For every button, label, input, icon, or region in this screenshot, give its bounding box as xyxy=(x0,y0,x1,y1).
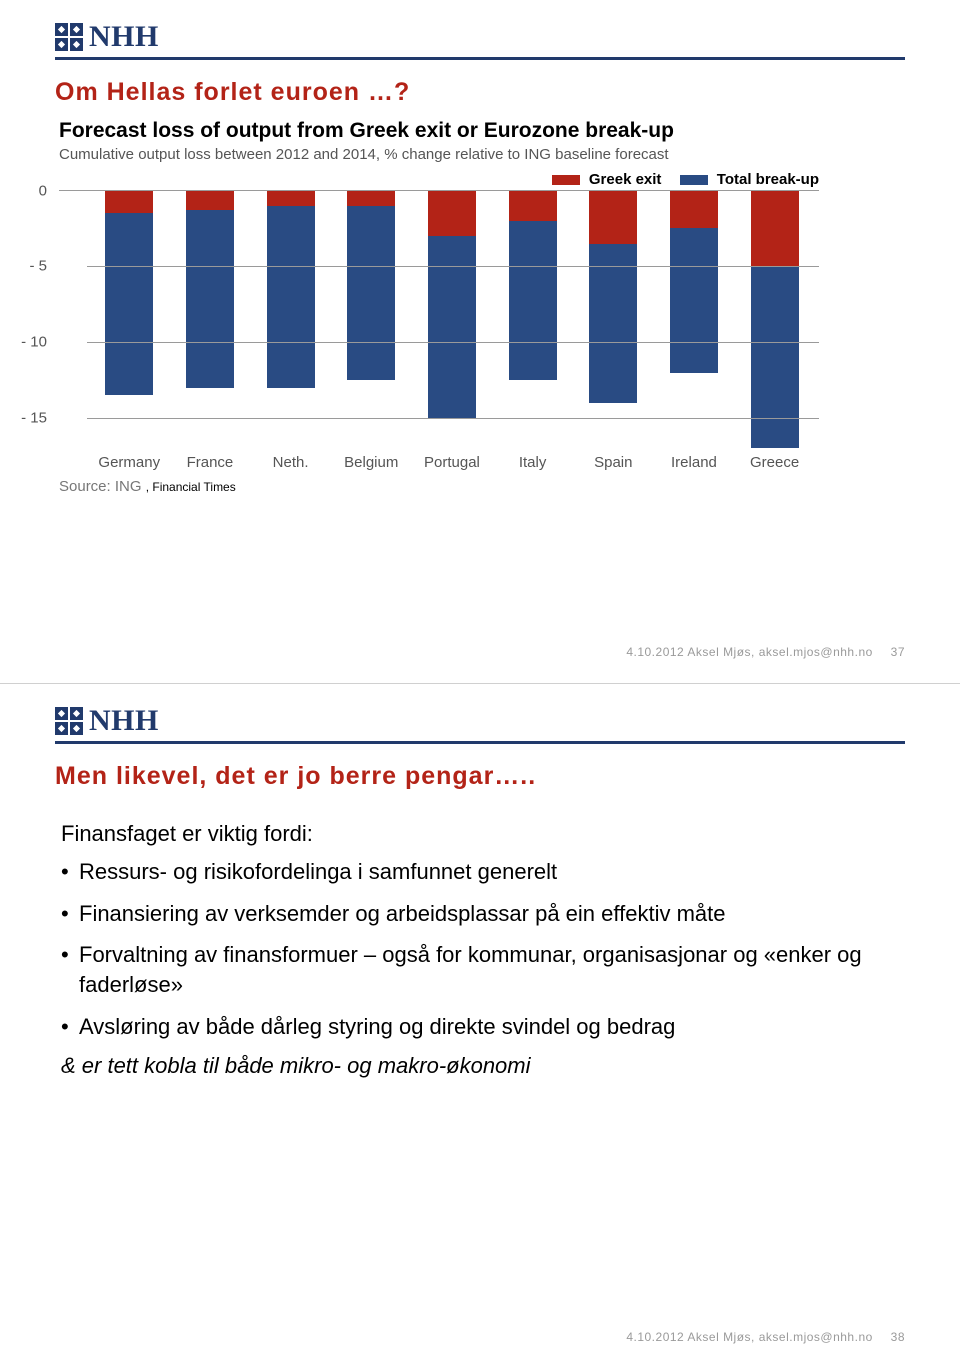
bar-column: Portugal xyxy=(416,191,489,448)
x-axis-label: Ireland xyxy=(671,454,717,471)
logo-text: NHH xyxy=(89,704,159,738)
logo-text: NHH xyxy=(89,20,159,54)
x-axis-label: Spain xyxy=(594,454,632,471)
ytick-label: - 10 xyxy=(21,334,47,351)
bar-segment-greek-exit xyxy=(105,191,153,214)
source-label: Source: ING xyxy=(59,478,142,495)
bar-stack xyxy=(186,191,234,388)
chart-bars: GermanyFranceNeth.BelgiumPortugalItalySp… xyxy=(93,191,811,448)
ytick-label: - 15 xyxy=(21,410,47,427)
ytick-label: 0 xyxy=(39,182,47,199)
bar-segment-total-breakup xyxy=(589,244,637,403)
ytick-label: - 5 xyxy=(29,258,47,275)
logo: NHH xyxy=(55,20,905,54)
gridline xyxy=(87,418,819,419)
chart: Forecast loss of output from Greek exit … xyxy=(59,119,819,495)
x-axis-label: France xyxy=(187,454,234,471)
gridline xyxy=(87,342,819,343)
chart-plot-area: GermanyFranceNeth.BelgiumPortugalItalySp… xyxy=(59,190,819,448)
legend-swatch-greek xyxy=(552,175,580,185)
bullet-item: Ressurs- og risikofordelinga i samfunnet… xyxy=(61,857,905,887)
slide-1: NHH Om Hellas forlet euroen …? Forecast … xyxy=(0,0,960,683)
slide-footer: 4.10.2012 Aksel Mjøs, aksel.mjos@nhh.no … xyxy=(626,1330,905,1344)
bar-segment-greek-exit xyxy=(670,191,718,229)
x-axis-label: Portugal xyxy=(424,454,480,471)
footer-text: 4.10.2012 Aksel Mjøs, aksel.mjos@nhh.no xyxy=(626,1330,872,1344)
logo: NHH xyxy=(55,704,905,738)
bar-stack xyxy=(751,191,799,449)
x-axis-label: Neth. xyxy=(273,454,309,471)
nhh-logo-icon xyxy=(55,707,83,735)
bar-stack xyxy=(428,191,476,419)
chart-legend: Greek exit Total break-up xyxy=(59,171,819,188)
bullet-item: Finansiering av verksemder og arbeidspla… xyxy=(61,899,905,929)
x-axis-label: Italy xyxy=(519,454,547,471)
bar-stack xyxy=(267,191,315,388)
bar-segment-greek-exit xyxy=(751,191,799,267)
footer-page: 38 xyxy=(891,1330,905,1344)
bullet-item: Forvaltning av finansformuer – også for … xyxy=(61,940,905,999)
bar-segment-total-breakup xyxy=(347,206,395,381)
nhh-logo-icon xyxy=(55,23,83,51)
source-extra: , Financial Times xyxy=(146,480,236,494)
bar-segment-total-breakup xyxy=(509,221,557,380)
bar-column: Greece xyxy=(738,191,811,448)
bullet-item: Avsløring av både dårleg styring og dire… xyxy=(61,1012,905,1042)
bar-segment-total-breakup xyxy=(670,228,718,372)
bar-segment-total-breakup xyxy=(267,206,315,388)
bar-segment-total-breakup xyxy=(751,266,799,448)
bar-column: Belgium xyxy=(335,191,408,448)
bar-segment-greek-exit xyxy=(509,191,557,221)
bar-segment-greek-exit xyxy=(347,191,395,206)
legend-label-total: Total break-up xyxy=(717,171,819,188)
gridline xyxy=(87,266,819,267)
bar-column: Italy xyxy=(496,191,569,448)
legend-label-greek: Greek exit xyxy=(589,171,662,188)
bar-column: Spain xyxy=(577,191,650,448)
x-axis-label: Belgium xyxy=(344,454,398,471)
bar-stack xyxy=(589,191,637,403)
slide-2: NHH Men likevel, det er jo berre pengar…… xyxy=(0,684,960,1368)
slide-footer: 4.10.2012 Aksel Mjøs, aksel.mjos@nhh.no … xyxy=(626,645,905,659)
bar-column: France xyxy=(174,191,247,448)
logo-rule xyxy=(55,57,905,60)
bar-segment-greek-exit xyxy=(428,191,476,237)
bar-stack xyxy=(670,191,718,373)
bar-segment-greek-exit xyxy=(267,191,315,206)
slide-title: Om Hellas forlet euroen …? xyxy=(55,78,905,107)
slide-title: Men likevel, det er jo berre pengar….. xyxy=(55,762,905,791)
logo-rule xyxy=(55,741,905,744)
bar-stack xyxy=(347,191,395,381)
slide-body: Finansfaget er viktig fordi: Ressurs- og… xyxy=(61,821,905,1079)
bar-column: Germany xyxy=(93,191,166,448)
bar-segment-total-breakup xyxy=(428,236,476,418)
x-axis-label: Greece xyxy=(750,454,799,471)
bar-stack xyxy=(105,191,153,396)
bar-segment-greek-exit xyxy=(589,191,637,244)
bar-segment-total-breakup xyxy=(105,213,153,395)
lead-text: Finansfaget er viktig fordi: xyxy=(61,821,905,847)
bar-column: Ireland xyxy=(658,191,731,448)
bar-segment-total-breakup xyxy=(186,210,234,388)
bar-segment-greek-exit xyxy=(186,191,234,211)
footer-text: 4.10.2012 Aksel Mjøs, aksel.mjos@nhh.no xyxy=(626,645,872,659)
bar-column: Neth. xyxy=(254,191,327,448)
chart-subtitle: Cumulative output loss between 2012 and … xyxy=(59,145,819,165)
bullet-list: Ressurs- og risikofordelinga i samfunnet… xyxy=(61,857,905,1041)
chart-source: Source: ING , Financial Times xyxy=(59,478,819,495)
x-axis-label: Germany xyxy=(98,454,160,471)
footer-page: 37 xyxy=(891,645,905,659)
legend-swatch-total xyxy=(680,175,708,185)
chart-title: Forecast loss of output from Greek exit … xyxy=(59,119,819,143)
amp-line: & er tett kobla til både mikro- og makro… xyxy=(61,1053,905,1079)
bar-stack xyxy=(509,191,557,381)
